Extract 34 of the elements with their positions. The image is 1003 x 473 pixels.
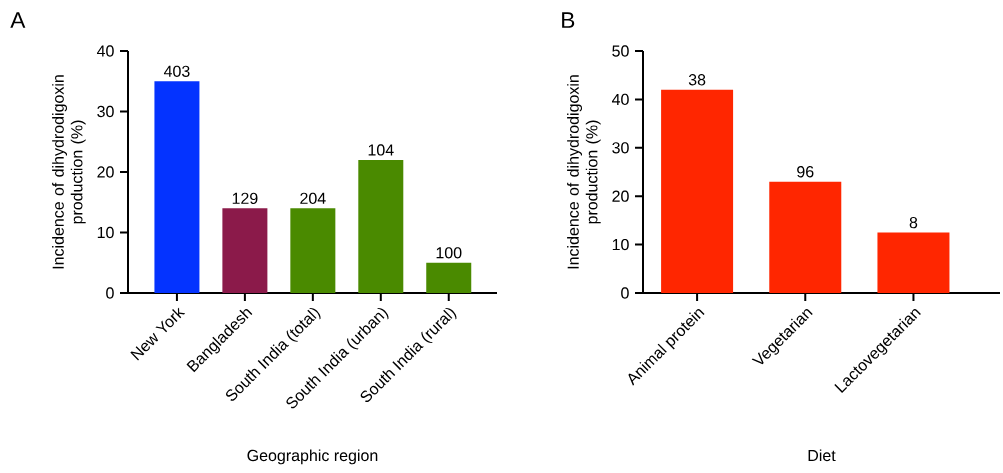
y-tick-label: 0 bbox=[621, 287, 629, 299]
bar bbox=[877, 232, 950, 293]
bar bbox=[154, 81, 200, 293]
annotation: 104 bbox=[368, 144, 394, 156]
y-tick-label: 10 bbox=[97, 226, 114, 239]
y-tick-label: 0 bbox=[106, 287, 114, 299]
y-axis-title: Incidence of dihydrodigoxin production (%) bbox=[567, 75, 601, 269]
bar bbox=[290, 208, 336, 293]
annotation: 403 bbox=[163, 65, 190, 77]
y-tick-label: 20 bbox=[97, 166, 114, 178]
annotation: 100 bbox=[436, 247, 462, 259]
annotation: 8 bbox=[909, 216, 918, 229]
y-tick-label: 40 bbox=[611, 93, 629, 106]
x-axis-title: Diet bbox=[808, 449, 836, 462]
annotation: 204 bbox=[300, 192, 326, 205]
bar bbox=[661, 89, 734, 293]
y-tick-label: 30 bbox=[612, 142, 629, 154]
annotation: 38 bbox=[688, 74, 706, 86]
bar bbox=[222, 208, 268, 293]
chart-title: B bbox=[562, 12, 575, 28]
y-tick-label: 40 bbox=[96, 45, 114, 57]
x-axis-title: Geographic region bbox=[247, 449, 378, 465]
chart-title: A bbox=[10, 12, 26, 28]
bar bbox=[426, 262, 472, 293]
x-tick-label: New York bbox=[130, 307, 186, 361]
bar bbox=[769, 181, 842, 293]
y-tick-label: 20 bbox=[612, 190, 629, 202]
y-tick-label: 10 bbox=[612, 238, 629, 251]
y-tick-label: 30 bbox=[97, 105, 114, 118]
y-axis-title: Incidence of dihydrodigoxin production (%) bbox=[52, 75, 86, 269]
annotation: 129 bbox=[232, 192, 258, 205]
bar bbox=[358, 159, 404, 293]
y-tick-label: 50 bbox=[612, 45, 629, 57]
annotation: 96 bbox=[797, 166, 814, 178]
